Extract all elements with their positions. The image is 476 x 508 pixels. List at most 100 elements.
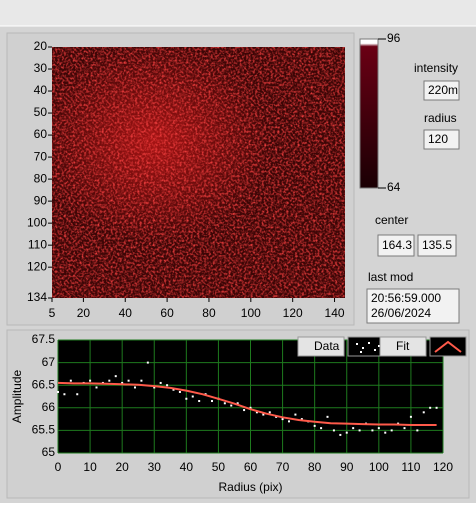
data-point: [140, 379, 143, 382]
y-tick-label: 80: [34, 171, 48, 185]
y-tick-label: 66.5: [32, 377, 56, 391]
legend-line: [434, 340, 462, 353]
data-point: [114, 375, 117, 378]
legend-marker: [360, 351, 362, 353]
legend-box: [379, 336, 427, 357]
ramp-tick-label: 96: [387, 31, 401, 45]
data-point: [249, 406, 252, 409]
label: intensity: [414, 61, 458, 75]
data-point: [288, 420, 290, 423]
data-point: [300, 418, 303, 421]
data-point: [243, 409, 246, 412]
data-point: [339, 433, 342, 436]
controls: intensity 220m radius 120 center 164.3 1…: [366, 61, 460, 324]
data-point: [153, 386, 156, 389]
data-point: [332, 429, 335, 432]
data-point: [390, 429, 393, 432]
data-point: [255, 411, 258, 414]
data-point: [191, 395, 194, 398]
data-point: [352, 427, 355, 430]
x-tick-label: 5: [49, 306, 56, 320]
data-point: [178, 390, 181, 393]
legend-marker: [356, 343, 358, 345]
x-tick-label: 40: [180, 460, 194, 474]
y-tick-label: 30: [34, 61, 48, 75]
data-point: [262, 413, 265, 416]
data-point: [268, 411, 271, 414]
legend-marker: [378, 345, 380, 347]
value: 135.5: [422, 238, 452, 252]
x-tick-label: 40: [119, 306, 133, 320]
data-point: [211, 400, 213, 403]
legend-marker: [362, 347, 364, 349]
y-tick-label: 66: [42, 400, 56, 414]
data-point: [320, 427, 323, 430]
data-point: [121, 381, 124, 384]
x-tick-label: 80: [202, 306, 216, 320]
data-point: [166, 384, 169, 387]
indicator: [423, 80, 460, 101]
data-point: [371, 429, 374, 432]
data-point: [377, 427, 380, 430]
legend-swatch: [429, 336, 467, 357]
y-tick-label: 90: [34, 193, 48, 207]
x-tick-label: 10: [83, 460, 97, 474]
data-point: [422, 411, 425, 414]
fit-line: [57, 381, 437, 426]
label: center: [375, 213, 408, 227]
y-axis-label: Amplitude: [10, 370, 24, 424]
data-point: [416, 429, 419, 432]
y-tick-label: 134: [27, 290, 47, 304]
ramp-tick-label: 64: [387, 180, 401, 194]
x-tick-label: 20: [77, 306, 91, 320]
legend-marker: [368, 342, 370, 344]
x-tick-label: 30: [148, 460, 162, 474]
color-ramp: [359, 38, 379, 189]
y-tick-label: 110: [28, 237, 47, 251]
value: 164.3: [382, 238, 412, 252]
data-point: [236, 402, 239, 405]
value: 26/06/2024: [371, 306, 431, 320]
data-point: [384, 431, 387, 434]
data-point: [108, 379, 111, 382]
data-point: [403, 427, 406, 430]
toolbar: [0, 0, 476, 26]
data-point: [223, 402, 226, 405]
x-axis-label: Radius (pix): [218, 480, 282, 494]
data-point: [159, 381, 162, 384]
x-tick-label: 140: [325, 306, 345, 320]
x-tick-label: 20: [115, 460, 129, 474]
value: 20:56:59.000: [371, 291, 441, 305]
y-tick-label: 67.5: [32, 332, 56, 346]
x-tick-label: 120: [283, 306, 303, 320]
x-tick-label: 90: [340, 460, 354, 474]
y-tick-label: 20: [34, 39, 48, 53]
data-point: [326, 415, 329, 418]
data-point: [294, 413, 297, 416]
x-tick-label: 110: [401, 460, 420, 474]
legend-marker: [374, 349, 376, 351]
legend-label: Fit: [396, 339, 410, 353]
data-point: [429, 406, 432, 409]
x-tick-label: 100: [369, 460, 389, 474]
data-point: [134, 386, 136, 389]
x-tick-label: 0: [55, 460, 62, 474]
legend-box: [297, 336, 345, 357]
data-point: [172, 388, 175, 391]
y-tick-label: 40: [34, 83, 48, 97]
y-tick-label: 100: [27, 215, 47, 229]
x-tick-label: 70: [276, 460, 290, 474]
x-tick-label: 50: [212, 460, 226, 474]
x-tick-label: 80: [308, 460, 322, 474]
data-point: [358, 429, 361, 432]
data-point: [345, 431, 348, 434]
data-point: [76, 393, 79, 396]
profile-graph: 0 10 20 30 40 50 60 70 80 90 100 110 120 65 65.5 66 66.5…: [10, 332, 467, 494]
label: last mod: [368, 270, 413, 284]
y-tick-label: 50: [34, 105, 48, 119]
data-point: [57, 390, 59, 393]
data-point: [313, 424, 316, 427]
x-tick-label: 100: [241, 306, 261, 320]
indicator: [377, 234, 415, 257]
